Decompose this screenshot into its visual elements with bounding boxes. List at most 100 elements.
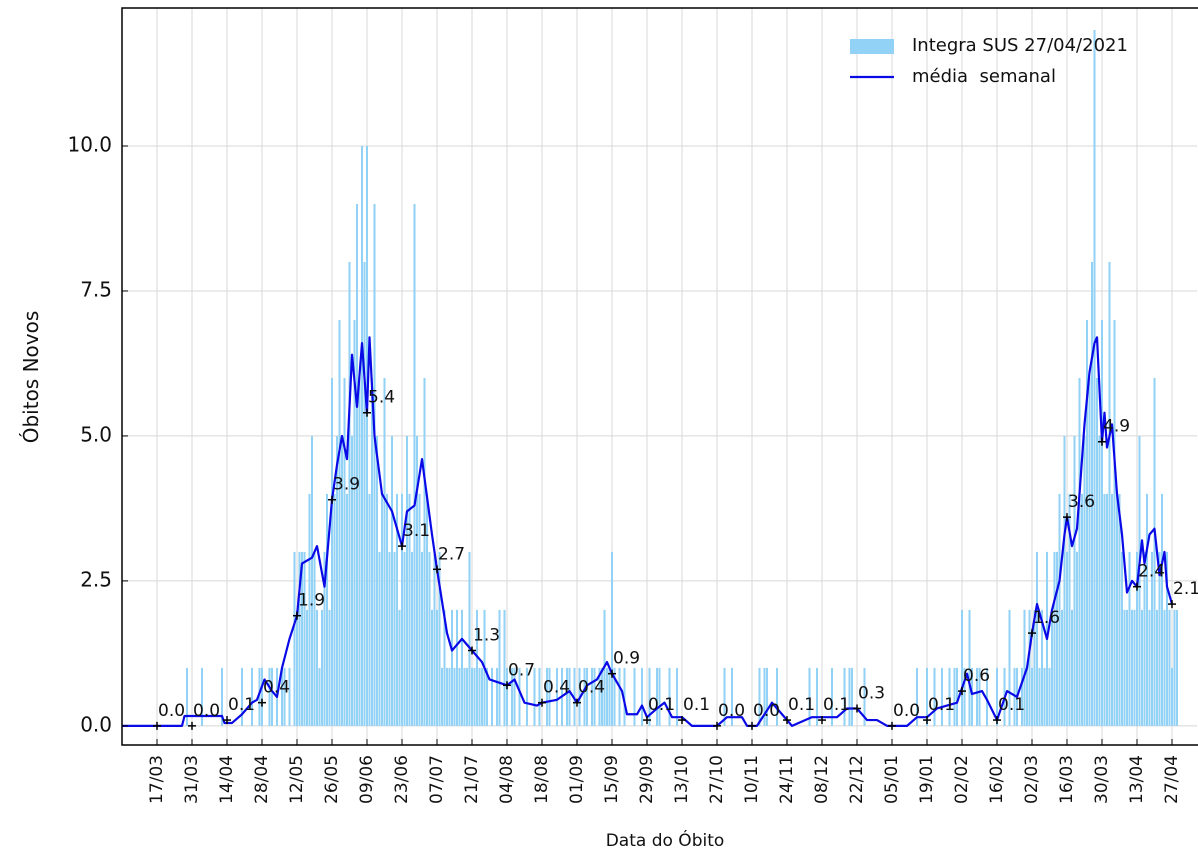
bar: [478, 667, 481, 726]
x-tick-label: 24/11: [777, 755, 797, 804]
bar: [1053, 551, 1056, 726]
x-tick-label: 29/09: [637, 755, 657, 804]
bar: [511, 667, 513, 726]
x-tick-label: 05/01: [882, 755, 902, 804]
x-tick-label: 16/02: [987, 755, 1007, 804]
annotation-marker: [1168, 600, 1176, 609]
annotation-label: 3.9: [333, 475, 360, 495]
bar: [426, 493, 428, 726]
x-tick-label: 09/06: [357, 755, 377, 804]
bar: [933, 667, 936, 726]
bar: [1038, 667, 1041, 726]
bar: [611, 551, 613, 726]
annotation-label: 0.0: [718, 701, 745, 721]
annotation-marker: [678, 716, 686, 725]
bar: [326, 493, 328, 726]
legend: Integra SUS 27/04/2021 média semanal: [850, 35, 1128, 87]
bar: [418, 493, 421, 726]
bar: [431, 609, 433, 726]
bar: [456, 609, 458, 726]
bar: [1093, 30, 1096, 726]
bar: [546, 667, 548, 726]
bar: [1073, 435, 1076, 726]
bar: [1156, 609, 1158, 726]
bar: [1161, 493, 1163, 726]
annotation-label: 1.6: [1033, 608, 1060, 628]
x-tick-label: 23/06: [392, 755, 412, 804]
bar: [1168, 609, 1171, 726]
legend-swatch: [850, 39, 894, 54]
bar: [1026, 667, 1028, 726]
bar: [1158, 551, 1161, 726]
bar: [1101, 319, 1103, 726]
bar: [1116, 493, 1118, 726]
bar: [1108, 261, 1111, 726]
annotation-label: 1.9: [298, 591, 325, 611]
bar: [1031, 667, 1033, 726]
bar: [481, 667, 483, 726]
bar: [1063, 435, 1066, 726]
bar: [468, 551, 471, 726]
bar: [1153, 377, 1156, 726]
legend-label: Integra SUS 27/04/2021: [912, 35, 1128, 56]
bar: [1028, 609, 1031, 726]
annotation-marker: [1133, 582, 1141, 591]
bar: [1088, 377, 1091, 726]
y-tick-label: 0.0: [80, 712, 112, 736]
bar: [1138, 435, 1141, 726]
x-tick-label: 31/03: [182, 755, 202, 804]
bar: [1106, 493, 1108, 726]
bar: [633, 667, 636, 726]
bar: [406, 435, 408, 726]
bar: [518, 667, 521, 726]
bar: [466, 667, 468, 726]
bar: [331, 377, 333, 726]
bar: [1143, 551, 1146, 726]
bar: [408, 493, 411, 726]
bar: [333, 493, 336, 726]
x-tick-label: 02/03: [1022, 755, 1042, 804]
annotation-label: 0.1: [928, 695, 955, 715]
annotation-label: 0.3: [858, 683, 885, 703]
annotation-label: 0.1: [788, 695, 815, 715]
plot-area: [122, 8, 1197, 745]
bar: [766, 667, 768, 726]
bar: [968, 609, 971, 726]
annotation-marker: [293, 611, 301, 620]
bar: [428, 551, 431, 726]
bar: [1076, 551, 1078, 726]
bar: [283, 667, 286, 726]
bar: [306, 609, 308, 726]
bar: [593, 667, 596, 726]
x-tick-label: 04/08: [497, 755, 517, 804]
bar: [916, 667, 918, 726]
bar: [586, 667, 588, 726]
bar: [776, 667, 778, 726]
x-tick-label: 22/12: [847, 755, 867, 804]
bar: [566, 667, 568, 726]
bar: [433, 551, 436, 726]
bar: [321, 609, 323, 726]
bar: [308, 493, 311, 726]
bar: [401, 493, 403, 726]
bar: [373, 203, 376, 726]
bar: [341, 435, 343, 726]
bar: [473, 667, 476, 726]
bar: [971, 667, 973, 726]
annotation-label: 2.1: [1173, 579, 1198, 599]
axes-frame: [121, 7, 1198, 746]
bar: [336, 435, 338, 726]
bar: [506, 667, 508, 726]
bar: [351, 435, 353, 726]
bar: [221, 667, 223, 726]
x-tick-label: 18/08: [532, 755, 552, 804]
annotation-marker: [958, 687, 966, 696]
bar: [843, 667, 846, 726]
bar: [1071, 609, 1073, 726]
bar: [598, 667, 601, 726]
bar: [1173, 609, 1176, 726]
annotation-marker: [573, 698, 581, 707]
bar: [1021, 667, 1023, 726]
bar: [731, 667, 733, 726]
annotation-label: 0.9: [613, 649, 640, 669]
